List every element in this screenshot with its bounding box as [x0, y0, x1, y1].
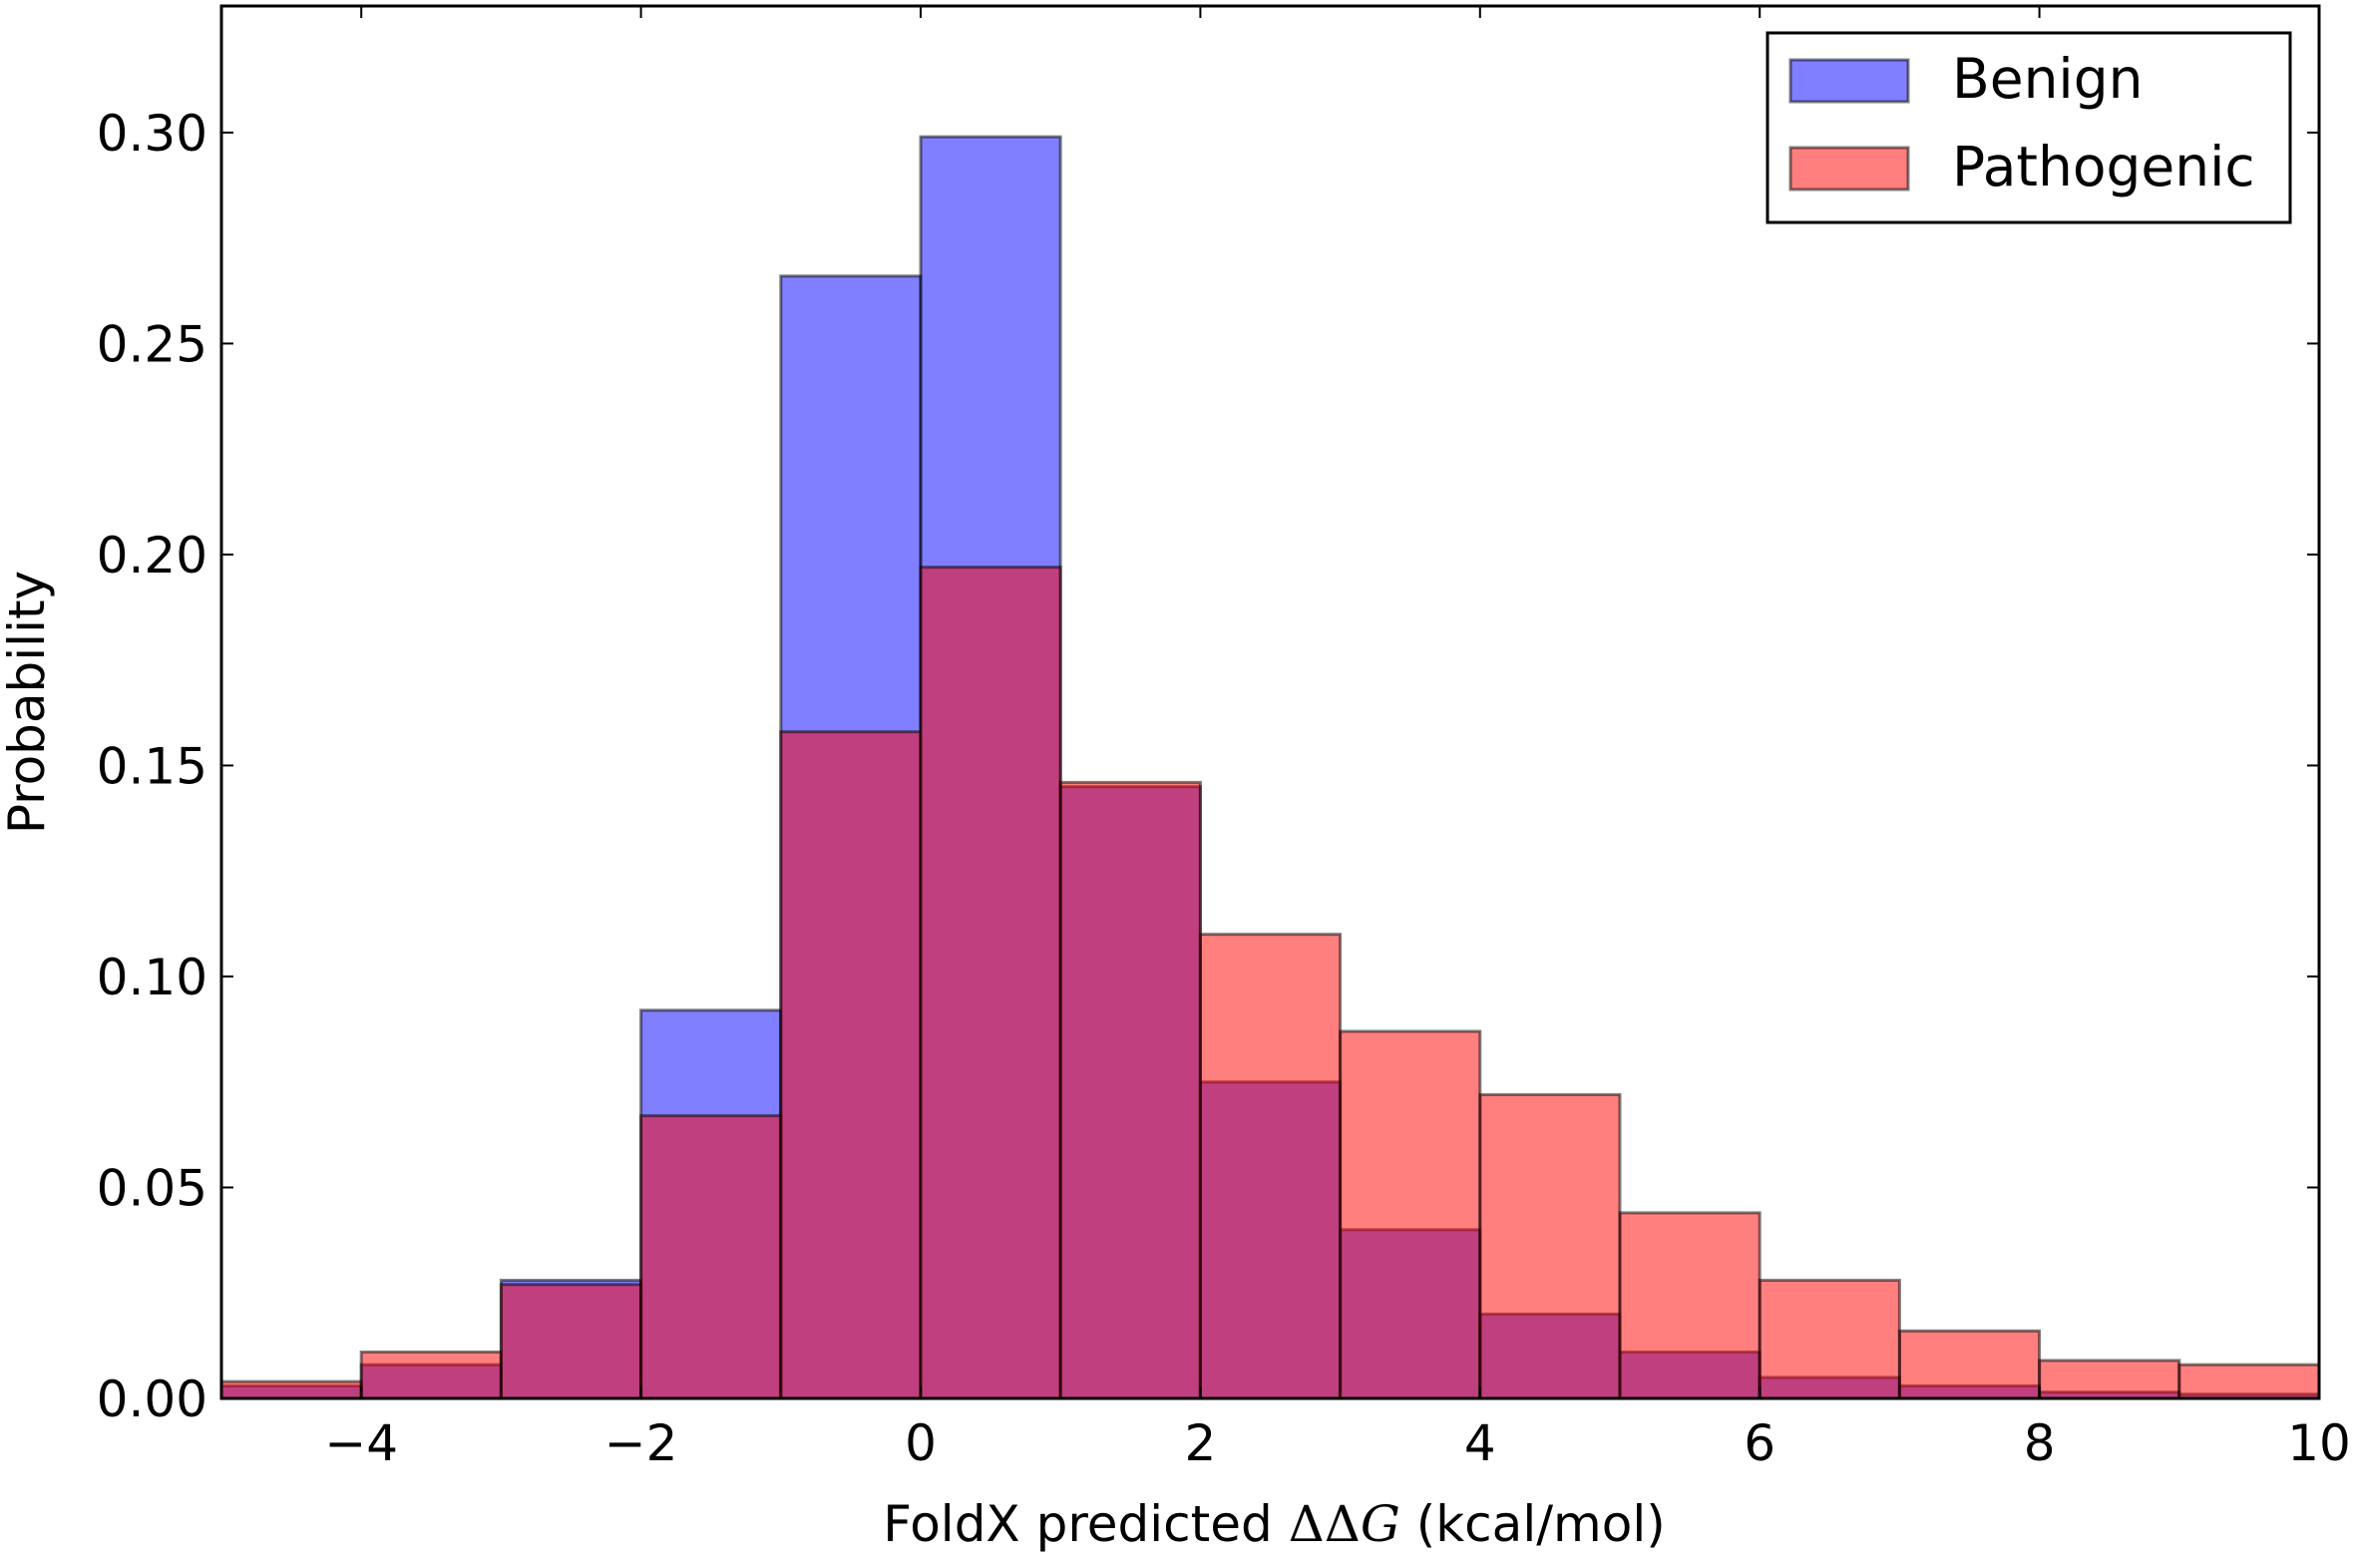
- pathogenic-bar-14: [2177, 1363, 2321, 1400]
- y-tick-label: 0.05: [97, 1159, 207, 1217]
- pathogenic-bar-8: [1339, 1029, 1482, 1400]
- x-tick-label: 2: [1184, 1414, 1216, 1472]
- pathogenic-bars: [219, 566, 2321, 1400]
- pathogenic-bar-5: [919, 566, 1062, 1400]
- pathogenic-bar-12: [1897, 1329, 2042, 1400]
- pathogenic-bar-3: [639, 1114, 783, 1400]
- axis-ticks: [221, 6, 2320, 1399]
- x-tick-labels: −4 −2 0 2 4 6 8 10: [324, 1414, 2350, 1472]
- y-tick-label: 0.20: [97, 527, 207, 585]
- x-tick-label: 4: [1464, 1414, 1496, 1472]
- legend-swatch-benign: [1788, 58, 1910, 104]
- x-axis-label: FoldX predicted ΔΔG (kcal/mol): [883, 1495, 1666, 1553]
- legend: Benign Pathogenic: [1766, 31, 2292, 224]
- pathogenic-bar-2: [499, 1283, 643, 1400]
- x-tick-label: 6: [1744, 1414, 1775, 1472]
- x-tick-label: 0: [905, 1414, 937, 1472]
- x-tick-label: −2: [604, 1414, 678, 1472]
- y-tick-label: 0.15: [97, 737, 207, 795]
- pathogenic-bar-10: [1618, 1211, 1762, 1400]
- pathogenic-bar-9: [1478, 1092, 1622, 1400]
- y-tick-labels: 0.00 0.05 0.10 0.15 0.20 0.25 0.30: [97, 105, 207, 1428]
- y-tick-label: 0.25: [97, 315, 207, 373]
- pathogenic-bar-13: [2038, 1359, 2181, 1400]
- pathogenic-bar-6: [1058, 780, 1202, 1400]
- x-tick-label: 10: [2287, 1414, 2351, 1472]
- pathogenic-bar-7: [1198, 933, 1343, 1400]
- x-tick-label: 8: [2024, 1414, 2056, 1472]
- y-tick-label: 0.00: [97, 1371, 207, 1428]
- plot-frame: [219, 4, 2321, 1400]
- y-tick-label: 0.30: [97, 105, 207, 163]
- pathogenic-bar-4: [779, 730, 923, 1400]
- pathogenic-bar-0: [219, 1379, 363, 1400]
- x-tick-label: −4: [324, 1414, 398, 1472]
- y-axis-label: Probability: [0, 571, 56, 834]
- pathogenic-bar-1: [359, 1350, 503, 1400]
- legend-label-benign: Benign: [1952, 47, 2143, 111]
- pathogenic-bar-11: [1758, 1279, 1901, 1400]
- y-tick-label: 0.10: [97, 949, 207, 1006]
- legend-label-pathogenic: Pathogenic: [1952, 135, 2255, 198]
- legend-swatch-pathogenic: [1788, 146, 1910, 192]
